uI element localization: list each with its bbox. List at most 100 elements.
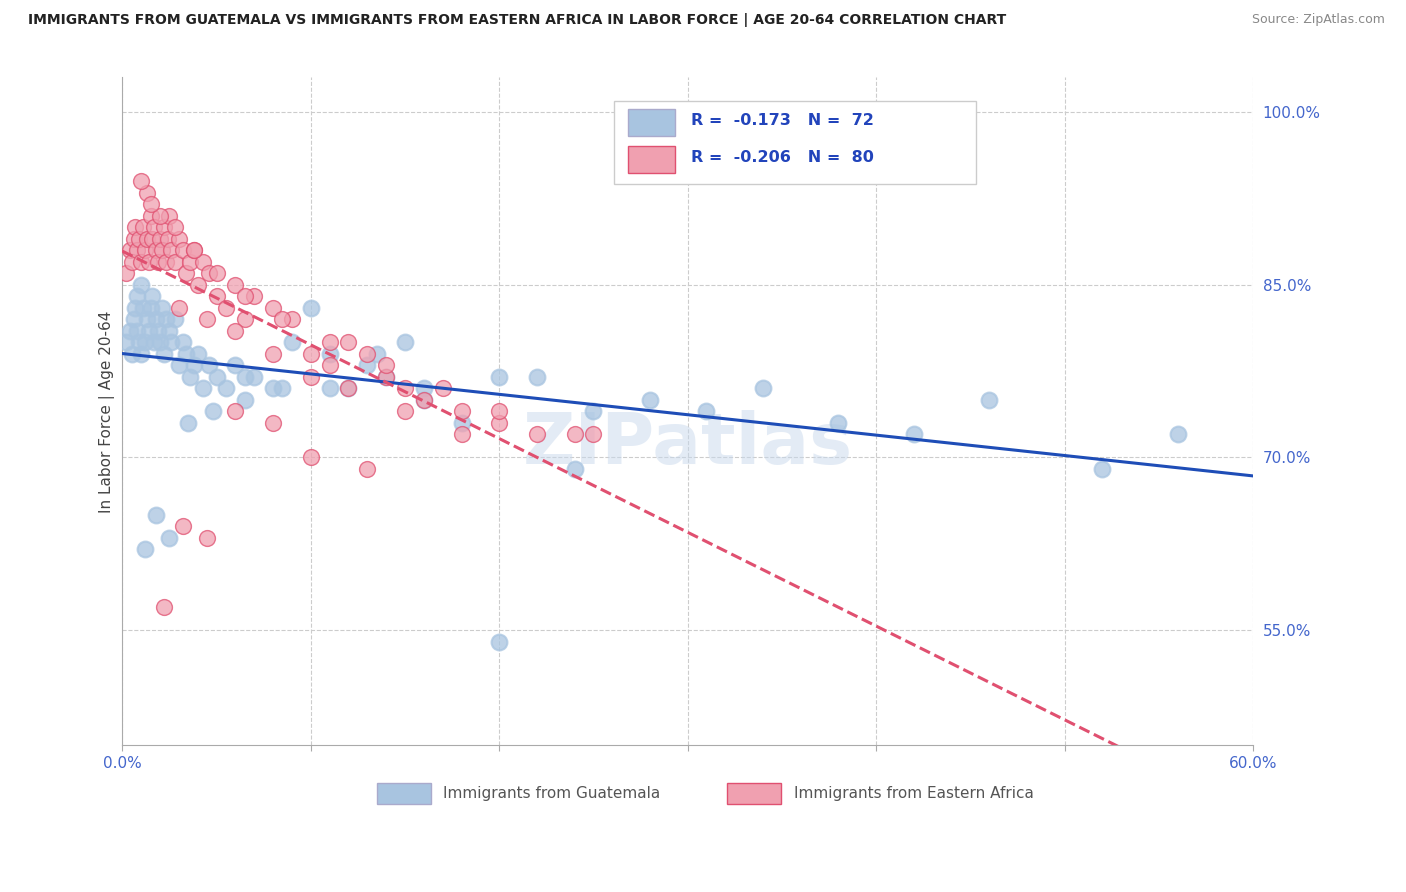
Point	[145, 243, 167, 257]
Point	[366, 347, 388, 361]
Point	[128, 335, 150, 350]
Point	[138, 324, 160, 338]
Point	[243, 289, 266, 303]
Point	[121, 254, 143, 268]
Point	[155, 254, 177, 268]
Point	[121, 347, 143, 361]
Point	[224, 277, 246, 292]
Point	[157, 209, 180, 223]
Point	[412, 392, 434, 407]
Point	[132, 220, 155, 235]
Point	[146, 324, 169, 338]
Point	[356, 358, 378, 372]
Point	[145, 508, 167, 522]
Point	[195, 531, 218, 545]
Point	[233, 312, 256, 326]
Point	[172, 243, 194, 257]
Point	[582, 404, 605, 418]
Point	[638, 392, 661, 407]
Point	[135, 186, 157, 200]
Point	[375, 358, 398, 372]
Point	[299, 450, 322, 465]
Point	[903, 427, 925, 442]
Point	[172, 335, 194, 350]
Point	[160, 243, 183, 257]
Point	[149, 335, 172, 350]
Point	[526, 427, 548, 442]
Point	[224, 324, 246, 338]
Point	[979, 392, 1001, 407]
Point	[172, 519, 194, 533]
Point	[177, 416, 200, 430]
Text: Source: ZipAtlas.com: Source: ZipAtlas.com	[1251, 13, 1385, 27]
Text: Immigrants from Guatemala: Immigrants from Guatemala	[443, 786, 661, 801]
Point	[394, 335, 416, 350]
Point	[695, 404, 717, 418]
Point	[127, 243, 149, 257]
Point	[167, 358, 190, 372]
Point	[488, 416, 510, 430]
Point	[129, 347, 152, 361]
Point	[150, 301, 173, 315]
Point	[176, 266, 198, 280]
Point	[115, 335, 138, 350]
Point	[233, 392, 256, 407]
Point	[412, 381, 434, 395]
Point	[337, 335, 360, 350]
Point	[183, 243, 205, 257]
Point	[198, 358, 221, 372]
Point	[337, 381, 360, 395]
Text: R =  -0.173   N =  72: R = -0.173 N = 72	[690, 113, 875, 128]
Point	[149, 209, 172, 223]
Point	[160, 335, 183, 350]
Point	[165, 220, 187, 235]
Point	[145, 312, 167, 326]
Point	[394, 381, 416, 395]
Point	[187, 277, 209, 292]
Point	[318, 347, 340, 361]
Point	[146, 254, 169, 268]
Point	[198, 266, 221, 280]
Point	[179, 369, 201, 384]
Point	[233, 289, 256, 303]
Point	[138, 254, 160, 268]
Bar	[727, 782, 782, 804]
Point	[299, 301, 322, 315]
FancyBboxPatch shape	[614, 101, 976, 185]
Point	[193, 254, 215, 268]
Point	[193, 381, 215, 395]
Point	[271, 381, 294, 395]
Point	[318, 381, 340, 395]
Point	[167, 301, 190, 315]
Point	[337, 381, 360, 395]
Point	[183, 243, 205, 257]
Point	[115, 266, 138, 280]
Point	[157, 324, 180, 338]
Point	[450, 427, 472, 442]
Point	[201, 404, 224, 418]
Point	[432, 381, 454, 395]
Point	[183, 358, 205, 372]
Point	[135, 312, 157, 326]
Y-axis label: In Labor Force | Age 20-64: In Labor Force | Age 20-64	[100, 310, 115, 513]
Point	[139, 209, 162, 223]
Point	[157, 531, 180, 545]
Point	[224, 358, 246, 372]
Point	[129, 254, 152, 268]
Point	[262, 416, 284, 430]
Point	[129, 277, 152, 292]
Point	[134, 243, 156, 257]
Point	[128, 232, 150, 246]
Point	[165, 312, 187, 326]
Point	[215, 301, 238, 315]
Point	[299, 369, 322, 384]
Point	[122, 232, 145, 246]
Point	[318, 358, 340, 372]
Point	[1091, 462, 1114, 476]
Point	[205, 369, 228, 384]
Point	[205, 266, 228, 280]
Point	[143, 220, 166, 235]
Point	[179, 254, 201, 268]
Point	[412, 392, 434, 407]
Point	[187, 347, 209, 361]
